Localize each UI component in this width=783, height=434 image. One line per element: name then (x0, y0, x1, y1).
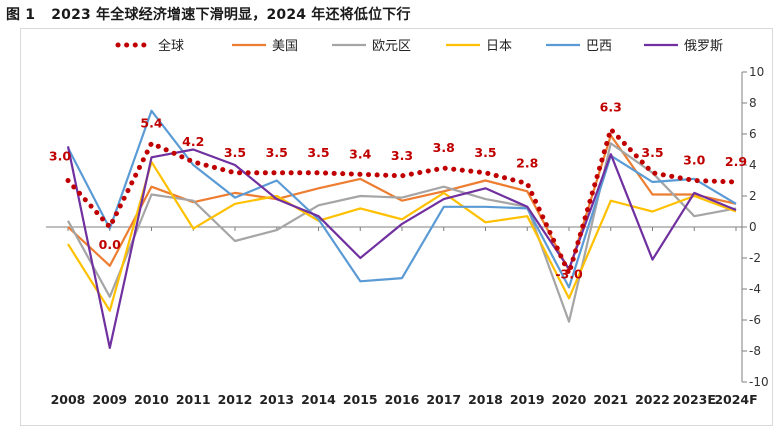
x-tick-label: 2016 (385, 392, 420, 407)
legend-label-巴西: 巴西 (586, 39, 612, 54)
data-label-global: 5.4 (140, 115, 162, 130)
data-label-global: 2.9 (725, 154, 747, 169)
chart-series (65, 109, 739, 349)
figure-title-text: 2023 年全球经济增速下滑明显，2024 年还将低位下行 (51, 7, 411, 23)
chart-axes: -10 -8 -6 -4 -2 0 2 4 6 8 10 2008 2009 2010 2011 2012 20… (46, 65, 769, 407)
legend-label-欧元区: 欧元区 (372, 39, 411, 54)
figure-title: 图 1 2023 年全球经济增速下滑明显，2024 年还将低位下行 (6, 4, 411, 24)
chart-frame (20, 28, 773, 426)
data-label-global: 3.3 (391, 148, 413, 163)
y-tick-label: -4 (749, 282, 761, 296)
legend-label-美国: 美国 (272, 39, 298, 54)
x-tick-label: 2008 (51, 392, 86, 407)
chart-data-labels: 3.0 0.0 5.4 4.2 3.5 3.5 3.5 3.4 3.3 3.8 3.5 2.8 -3.0… (49, 99, 747, 281)
x-tick-label: 2013 (259, 392, 294, 407)
data-label-global: 3.5 (266, 145, 288, 160)
x-tick-label: 2012 (218, 392, 253, 407)
data-label-global: 3.8 (433, 140, 455, 155)
data-label-global: 3.4 (349, 146, 371, 161)
series-line-欧元区 (67, 142, 737, 323)
x-tick-label: 2021 (593, 392, 628, 407)
data-label-global: 3.5 (474, 145, 496, 160)
data-label-global: 3.5 (307, 145, 329, 160)
chart-legend: 全球 美国 欧元区 日本 巴西 俄罗斯 (115, 38, 723, 54)
y-tick-label: 6 (749, 127, 757, 141)
y-tick-label: -2 (749, 251, 761, 265)
x-tick-label: 2020 (552, 392, 587, 407)
figure-number: 图 1 (6, 7, 36, 23)
legend-label-日本: 日本 (486, 39, 512, 54)
y-tick-label: -6 (749, 313, 761, 327)
legend-label-全球: 全球 (158, 38, 184, 54)
x-tick-label: 2022 (635, 392, 670, 407)
y-tick-label: 0 (749, 220, 757, 234)
data-label-global: 3.0 (683, 153, 705, 168)
x-tick-label: 2017 (426, 392, 461, 407)
series-line-美国 (67, 134, 737, 272)
y-tick-label: -8 (749, 344, 761, 358)
legend-label-俄罗斯: 俄罗斯 (684, 39, 723, 54)
series-line-日本 (67, 160, 737, 312)
y-tick-label: 10 (749, 65, 764, 79)
data-label-global: 6.3 (600, 99, 622, 114)
series-line-俄罗斯 (66, 146, 737, 349)
x-tick-label: 2015 (343, 392, 378, 407)
data-label-global: 3.0 (49, 149, 71, 164)
y-tick-label: 8 (749, 96, 757, 110)
data-label-global: -3.0 (555, 267, 583, 282)
data-label-global: 4.2 (182, 134, 204, 149)
data-label-global: 0.0 (99, 237, 121, 252)
x-tick-label: 2014 (301, 392, 336, 407)
data-label-global: 3.5 (641, 145, 663, 160)
data-label-global: 3.5 (224, 145, 246, 160)
y-tick-label: 4 (749, 158, 757, 172)
series-line-全球 (65, 126, 739, 276)
series-line-巴西 (67, 109, 737, 289)
x-tick-label: 2009 (92, 392, 127, 407)
x-tick-label: 2010 (134, 392, 169, 407)
x-tick-label: 2023E (673, 392, 716, 407)
y-tick-label: -10 (749, 375, 769, 389)
x-tick-label: 2019 (510, 392, 545, 407)
x-tick-label: 2018 (468, 392, 503, 407)
x-tick-label: 2011 (176, 392, 211, 407)
y-tick-label: 2 (749, 189, 757, 203)
x-tick-label: 2024F (714, 392, 757, 407)
data-label-global: 2.8 (516, 156, 538, 171)
